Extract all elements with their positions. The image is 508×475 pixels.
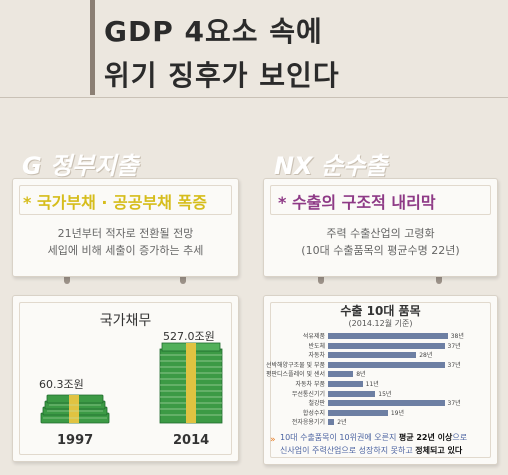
chart-value-label: 28년 [419,352,433,360]
chart-category-label: 자동차 부품 [295,381,325,388]
title-accent-bar [90,0,95,95]
export-decline-card: * 수출의 구조적 내리막 주력 수출산업의 고령화 (10대 수출품목의 평균… [263,178,498,277]
chart-subtitle: (2014.12월 기준) [348,319,413,328]
arrow-icon: » [270,435,276,445]
government-debt-headline: * 국가부채 · 공공부채 폭증 [23,193,207,212]
government-debt-card: * 국가부채 · 공공부채 폭증 21년부터 적자로 전환될 전망 세입에 비해… [12,178,239,277]
page-title-line-2: 위기 징후가 보인다 [104,59,340,92]
card-connector [318,270,324,284]
chart-bar [328,352,417,359]
chart-value-label: 8년 [356,371,366,379]
note-text: 10대 수출품목이 10위권에 오른지 [280,433,399,442]
note-text: 신사업이 주력산업으로 성장하지 못하고 [280,446,416,455]
chart-row: 반도체 37년 [264,342,485,351]
export-decline-desc-2: (10대 수출품목의 평균수명 22년) [301,244,460,257]
export-decline-headline: * 수출의 구조적 내리막 [278,193,436,212]
page-title-line-1: GDP 4요소 속에 [104,15,323,48]
chart-row: 선박해양구조물 및 부품 37년 [264,361,485,370]
chart-category-label: 자동차 [308,352,325,360]
chart-value-label: 15년 [378,390,392,398]
chart-bar [328,419,335,426]
chart-value-label: 37년 [447,361,461,369]
chart-row: 합성수지 19년 [264,409,485,418]
card-connector [180,270,186,284]
chart-value-label: 19년 [390,409,404,417]
chart-bar [328,342,445,349]
chart-category-label: 석유제품 [302,333,325,340]
chart-category-label: 합성수지 [302,409,325,417]
chart-value-label: 37년 [447,400,461,408]
chart-row: 자동차 부품 11년 [264,380,485,389]
chart-category-label: 철강판 [308,400,325,408]
small-money-stack-icon [39,391,111,427]
year-2014-label: 2014 [173,433,210,448]
chart-bar [328,333,448,339]
chart-row: 자동차 28년 [264,351,485,360]
chart-bar [328,409,388,416]
government-debt-desc-1: 21년부터 적자로 전환될 전망 [57,227,194,240]
export-decline-desc-1: 주력 수출산업의 고령화 [326,227,435,240]
chart-category-label: 선박해양구조물 및 부품 [265,361,325,369]
national-debt-card: 국가채무 60.3조원 527.0조원 [12,295,239,462]
top-exports-card: 수출 10대 품목 (2014.12월 기준) 석유제품 38년 반도체 37년 자동차… [263,295,498,465]
export-note-line-2: 신사업이 주력산업으로 성장하지 못하고 정체되고 있다 [280,445,462,457]
chart-bar [328,390,376,397]
export-note-line-1: 10대 수출품목이 10위권에 오른지 평균 22년 이상으로 [280,432,467,444]
chart-row: 무선통신기기 15년 [264,390,485,399]
chart-row: 석유제품 38년 [264,332,485,341]
net-exports-header: NX 순수출 [274,152,388,180]
debt-1997-value: 60.3조원 [39,378,84,391]
chart-bar [328,381,363,387]
chart-title: 수출 10대 품목 [340,304,421,318]
government-spending-header: G 정부지출 [22,152,139,180]
note-highlight: 정체되고 있다 [415,446,463,455]
card-frame [270,302,491,458]
chart-bar [328,400,445,407]
chart-value-label: 2년 [337,419,347,427]
chart-row: 전자응용기기 2년 [264,418,485,427]
debt-2014-value: 527.0조원 [163,330,215,343]
card-connector [436,270,442,284]
chart-value-label: 37년 [447,342,461,350]
government-debt-desc-2: 세입에 비해 세출이 증가하는 추세 [47,244,204,257]
chart-row: 철강판 37년 [264,399,485,408]
card-connector [64,270,70,284]
headline-frame [19,185,232,215]
divider [0,97,508,98]
year-1997-label: 1997 [57,433,94,448]
chart-category-label: 반도체 [308,342,325,350]
chart-category-label: 평판디스플레이 및 센서 [265,371,325,379]
large-money-stack-icon [158,341,224,425]
chart-row: 평판디스플레이 및 센서 8년 [264,370,485,379]
chart-category-label: 무선통신기기 [291,390,325,398]
note-highlight: 평균 22년 이상 [398,433,453,442]
chart-category-label: 전자응용기기 [291,419,325,427]
chart-bar [328,361,445,368]
headline-frame [270,185,491,215]
chart-value-label: 38년 [450,333,464,340]
chart-value-label: 11년 [365,381,379,388]
note-text: 으로 [452,433,468,442]
card-frame [19,302,232,455]
chart-bar [328,371,354,378]
national-debt-title: 국가채무 [99,313,152,329]
